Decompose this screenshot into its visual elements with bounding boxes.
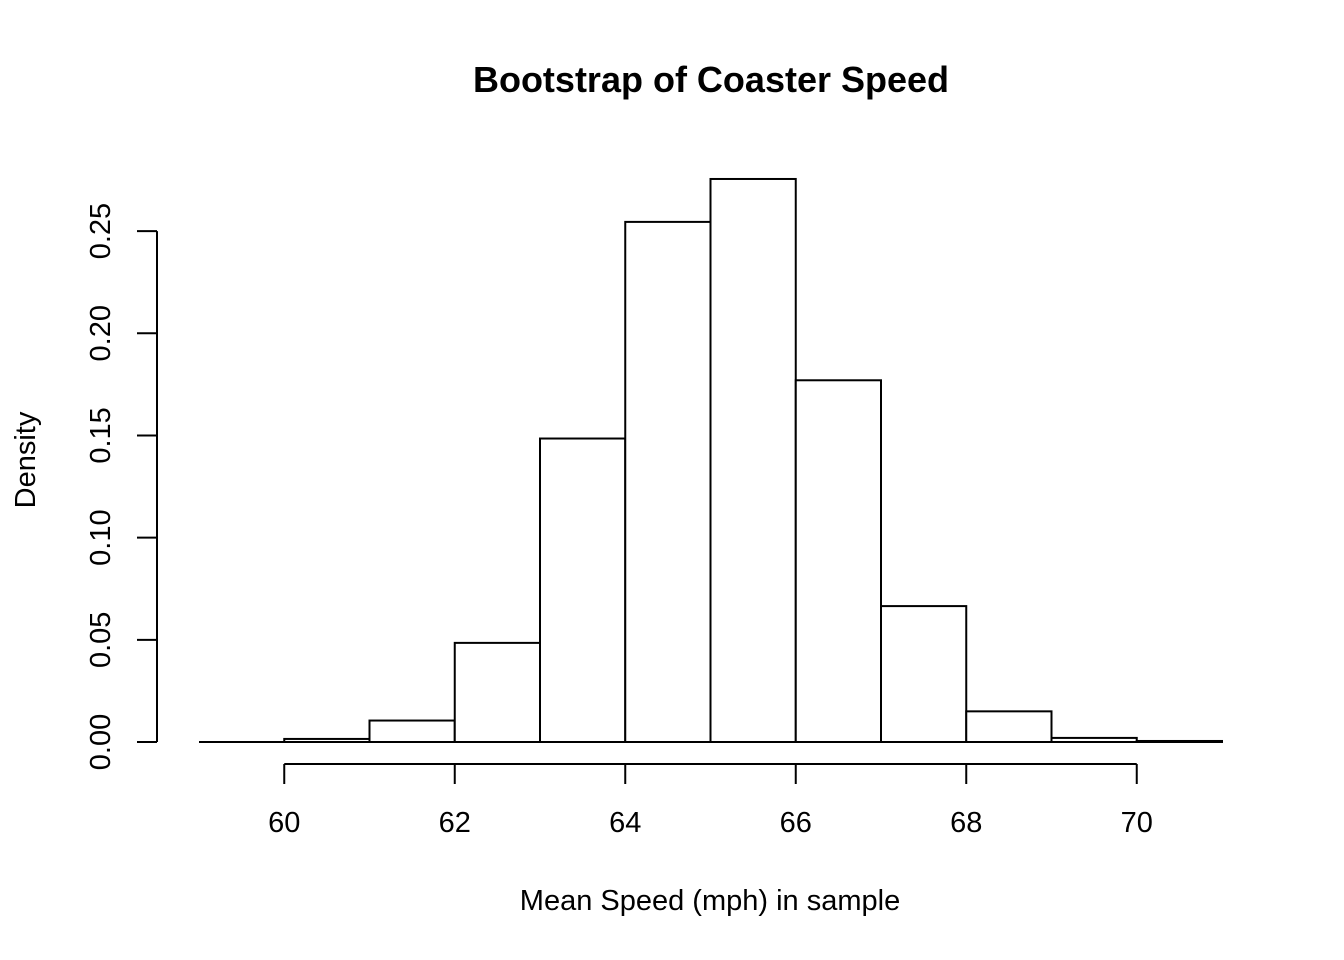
x-tick-label: 70	[1121, 807, 1153, 839]
y-axis-label: Density	[10, 411, 42, 508]
x-axis: 60 62 64 66 68 70	[268, 763, 1153, 839]
histogram-bar	[624, 220, 712, 744]
x-tick-label: 62	[439, 807, 471, 839]
x-tick-label: 60	[268, 807, 300, 839]
x-tick-label: 64	[609, 807, 641, 839]
y-tick-label: 0.05	[85, 612, 117, 668]
x-tick-label: 68	[950, 807, 982, 839]
histogram-bar	[794, 379, 882, 743]
x-axis-label: Mean Speed (mph) in sample	[520, 885, 900, 917]
histogram-bar	[709, 177, 797, 743]
y-tick-label: 0.25	[85, 203, 117, 259]
y-tick-label: 0.20	[85, 305, 117, 361]
histogram-bar	[453, 641, 541, 743]
x-tick-label: 66	[780, 807, 812, 839]
y-tick-label: 0.15	[85, 407, 117, 463]
y-tick-label: 0.00	[85, 714, 117, 770]
bars-group	[199, 177, 1223, 744]
chart-title: Bootstrap of Coaster Speed	[473, 59, 949, 100]
y-tick-label: 0.10	[85, 509, 117, 565]
histogram-bar	[965, 710, 1053, 744]
histogram-bar	[880, 605, 968, 744]
histogram-bar	[539, 437, 627, 743]
histogram-bar	[368, 719, 456, 743]
y-axis: 0.00 0.05 0.10 0.15 0.20 0.25	[85, 203, 158, 770]
